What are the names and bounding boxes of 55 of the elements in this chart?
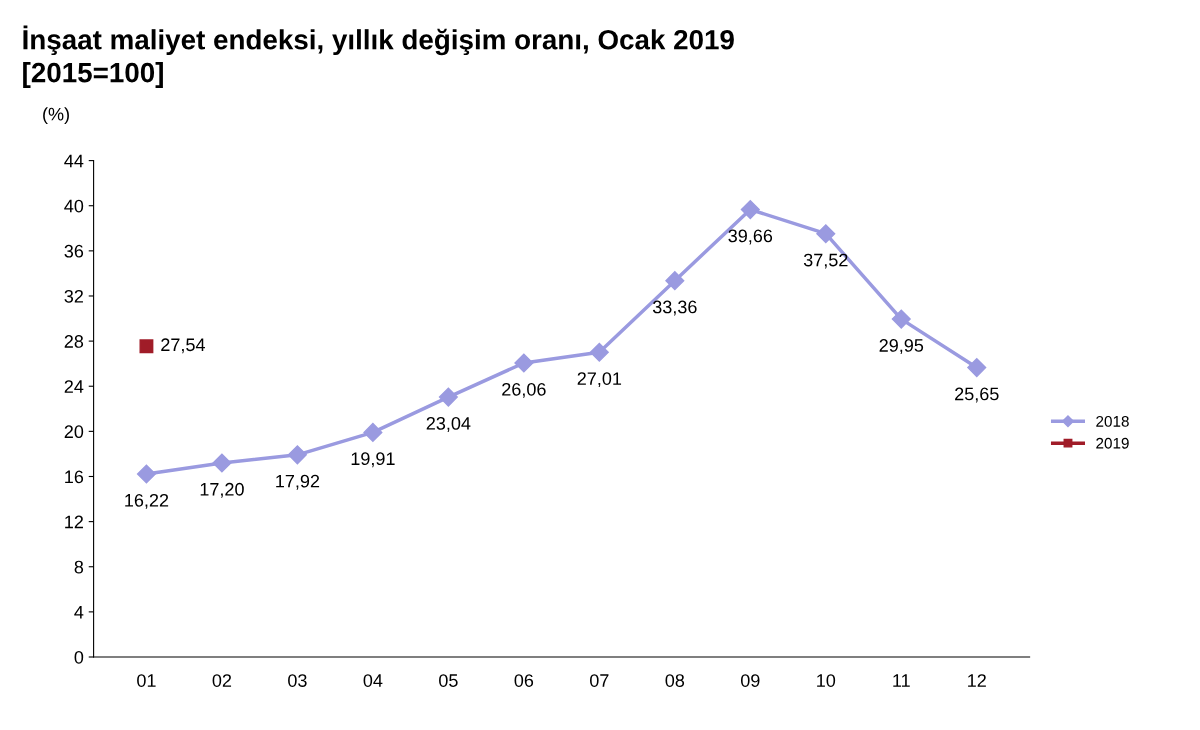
y-tick-label: 4 (74, 605, 84, 619)
point (139, 339, 154, 354)
data-label: 19,91 (351, 452, 395, 468)
data-label: 17,20 (200, 482, 244, 498)
chart-subtitle: [2015=100] (23, 62, 163, 88)
y-tick-label: 0 (74, 650, 84, 664)
x-tick-label: 01 (137, 674, 156, 687)
y-axis-title: (%) (43, 107, 69, 125)
point (967, 358, 987, 378)
y-tick-label: 8 (74, 560, 84, 574)
point (816, 224, 836, 244)
x-tick-label: 08 (665, 674, 685, 687)
x-tick-label: 06 (514, 674, 534, 687)
y-tick-label: 12 (65, 515, 83, 529)
y-tick-label: 16 (65, 470, 84, 484)
legend-label: 2019 (1096, 437, 1129, 449)
x-tick-label: 03 (288, 674, 307, 687)
y-tick-label: 32 (64, 289, 83, 303)
point (740, 200, 760, 220)
y-tick-label: 44 (64, 154, 84, 168)
point (665, 271, 685, 291)
x-tick-label: 07 (590, 674, 609, 687)
data-label: 29,95 (879, 339, 924, 354)
y-tick-label: 24 (64, 380, 84, 393)
point (363, 422, 383, 442)
x-tick-label: 12 (968, 674, 986, 687)
data-label: 27,01 (577, 372, 622, 388)
point (438, 387, 458, 407)
chart-title: İnşaat maliyet endeksi, yıllık değişim oranı, Ocak 2019 (23, 25, 734, 56)
x-tick-label: 11 (893, 674, 910, 687)
data-label: 23,04 (426, 416, 471, 432)
point (589, 342, 609, 362)
point (136, 464, 156, 484)
data-label: 16,22 (125, 493, 169, 509)
x-tick-label: 09 (740, 674, 760, 687)
data-label: 26,06 (502, 382, 546, 398)
data-label: 39,66 (728, 229, 773, 245)
x-tick-label: 10 (817, 674, 836, 687)
x-tick-label: 02 (212, 674, 232, 687)
y-tick-label: 28 (64, 335, 84, 348)
data-label: 33,36 (652, 300, 697, 316)
y-tick-label: 20 (64, 425, 84, 439)
point (212, 453, 232, 473)
point (514, 353, 534, 373)
legend-label: 2018 (1096, 415, 1129, 427)
data-label: 17,92 (276, 474, 320, 490)
y-tick-label: 36 (64, 244, 84, 258)
x-tick-label: 04 (363, 674, 383, 687)
data-label: 25,65 (955, 387, 999, 403)
data-label: 27,54 (161, 338, 205, 354)
point (891, 309, 911, 329)
data-label: 37,52 (803, 253, 848, 269)
y-tick-label: 40 (64, 199, 84, 213)
x-tick-label: 05 (439, 674, 458, 687)
point (287, 445, 307, 465)
